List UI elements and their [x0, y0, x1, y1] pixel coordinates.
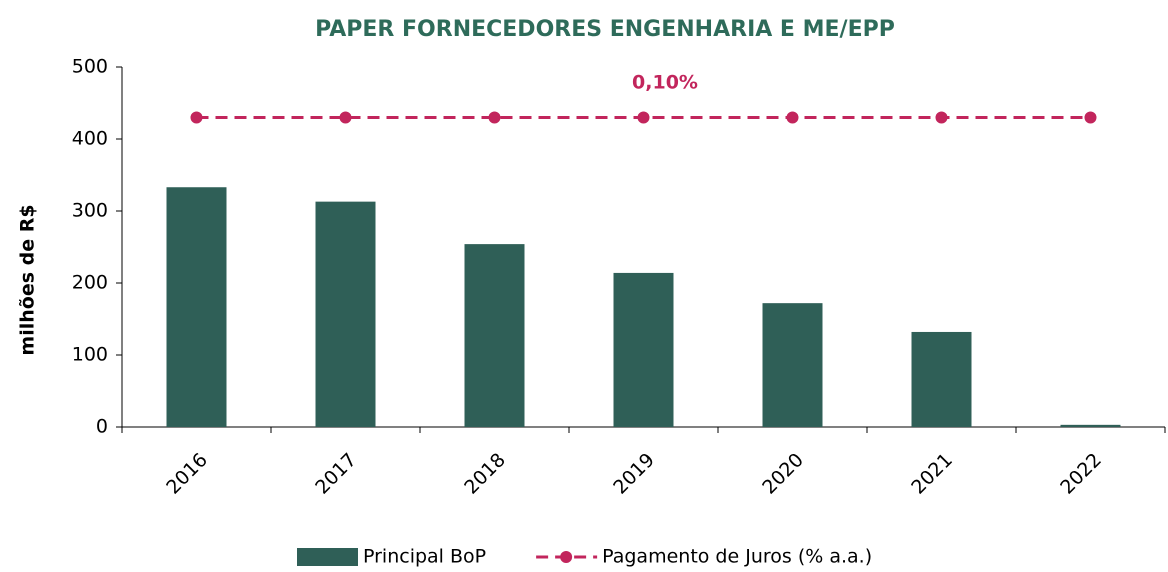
y-tick-label: 300 [72, 200, 108, 222]
annotation: 0,10% [632, 72, 698, 94]
x-tick-label: 2016 [162, 449, 212, 499]
y-tick-label: 400 [72, 128, 108, 150]
line-marker [786, 111, 799, 124]
y-tick-label: 100 [72, 344, 108, 366]
chart-title: PAPER FORNECEDORES ENGENHARIA E ME/EPP [315, 17, 895, 42]
bar [613, 272, 674, 427]
bar [1060, 424, 1121, 427]
y-tick-label: 500 [72, 56, 108, 78]
line-marker [488, 111, 501, 124]
x-tick-label: 2018 [460, 449, 510, 499]
legend-swatch [297, 548, 358, 566]
x-tick-label: 2019 [609, 449, 659, 499]
line-marker [339, 111, 352, 124]
bar [166, 187, 227, 427]
x-tick-label: 2020 [758, 449, 808, 499]
bar [315, 201, 376, 427]
line-marker [935, 111, 948, 124]
x-tick-label: 2017 [311, 449, 361, 499]
y-tick-label: 200 [72, 272, 108, 294]
x-tick-label: 2022 [1056, 449, 1106, 499]
legend-label: Pagamento de Juros (% a.a.) [602, 546, 872, 568]
x-tick-label: 2021 [907, 449, 957, 499]
y-tick-label: 0 [96, 416, 108, 438]
line-marker [1084, 111, 1097, 124]
bar [762, 303, 823, 427]
line-marker [190, 111, 203, 124]
line-marker [637, 111, 650, 124]
bar [464, 244, 525, 427]
legend-marker [560, 551, 573, 563]
bar [911, 331, 972, 427]
legend-label: Principal BoP [363, 546, 486, 568]
y-axis-label: milhões de R$ [17, 204, 39, 355]
